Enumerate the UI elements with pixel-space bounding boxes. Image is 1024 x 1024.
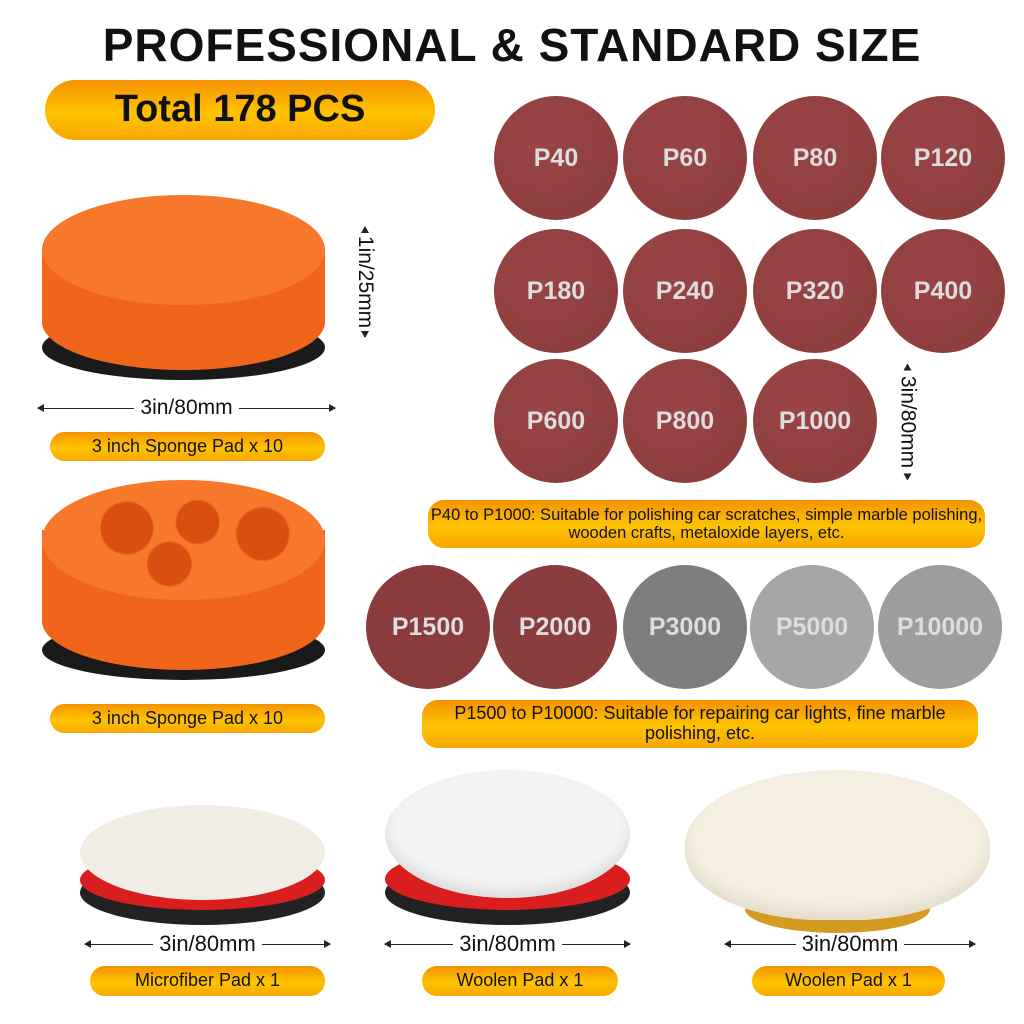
microfiber-pad-image — [80, 805, 325, 925]
group2-description: P1500 to P10000: Suitable for repairing … — [422, 700, 978, 748]
sanding-disc: P80 — [753, 96, 877, 220]
grit-label: P400 — [913, 276, 973, 305]
sanding-disc: P1500 — [366, 565, 490, 689]
sanding-disc: P1000 — [753, 359, 877, 483]
sanding-disc: P800 — [623, 359, 747, 483]
sponge-pad-label: 3 inch Sponge Pad x 10 — [50, 432, 325, 461]
pad-label: Microfiber Pad x 1 — [90, 966, 325, 996]
grit-label: P60 — [662, 143, 708, 172]
flat-sponge-pad-image — [42, 195, 325, 380]
grit-label: P1500 — [391, 612, 465, 641]
woolen-pad-image — [385, 770, 630, 925]
total-badge: Total 178 PCS — [45, 80, 435, 140]
grit-label: P240 — [655, 276, 715, 305]
pad-size-dimension: 3in/80mm — [383, 931, 632, 957]
width-dimension: 3in/80mm — [36, 396, 337, 420]
grit-label: P2000 — [518, 612, 592, 641]
grit-label: P600 — [526, 406, 586, 435]
sanding-disc: P10000 — [878, 565, 1002, 689]
pad-size-dimension: 3in/80mm — [724, 931, 976, 957]
sponge-pad-label: 3 inch Sponge Pad x 10 — [50, 704, 325, 733]
sanding-disc: P400 — [881, 229, 1005, 353]
sanding-disc: P320 — [753, 229, 877, 353]
disc-size-dimension: 3in/80mm — [896, 364, 920, 480]
woolen-pad-image — [685, 770, 990, 935]
sanding-disc: P40 — [494, 96, 618, 220]
sanding-disc: P5000 — [750, 565, 874, 689]
grit-label: P5000 — [775, 612, 849, 641]
sanding-disc: P60 — [623, 96, 747, 220]
grit-label: P1000 — [778, 406, 852, 435]
grit-label: P10000 — [896, 612, 984, 641]
sanding-disc: P3000 — [623, 565, 747, 689]
sanding-disc: P120 — [881, 96, 1005, 220]
page-title: PROFESSIONAL & STANDARD SIZE — [102, 19, 922, 71]
grit-label: P320 — [785, 276, 845, 305]
grit-label: P120 — [913, 143, 973, 172]
group1-description: P40 to P1000: Suitable for polishing car… — [428, 500, 985, 548]
wave-sponge-pad-image — [42, 480, 325, 680]
height-dimension: 1in/25mm — [353, 227, 377, 338]
sanding-disc: P600 — [494, 359, 618, 483]
grit-label: P180 — [526, 276, 586, 305]
grit-label: P3000 — [648, 612, 722, 641]
sanding-disc: P180 — [494, 229, 618, 353]
pad-label: Woolen Pad x 1 — [422, 966, 618, 996]
grit-label: P40 — [533, 143, 579, 172]
grit-label: P800 — [655, 406, 715, 435]
grit-label: P80 — [792, 143, 838, 172]
pad-size-dimension: 3in/80mm — [83, 931, 332, 957]
sanding-disc: P2000 — [493, 565, 617, 689]
pad-label: Woolen Pad x 1 — [752, 966, 945, 996]
sanding-disc: P240 — [623, 229, 747, 353]
